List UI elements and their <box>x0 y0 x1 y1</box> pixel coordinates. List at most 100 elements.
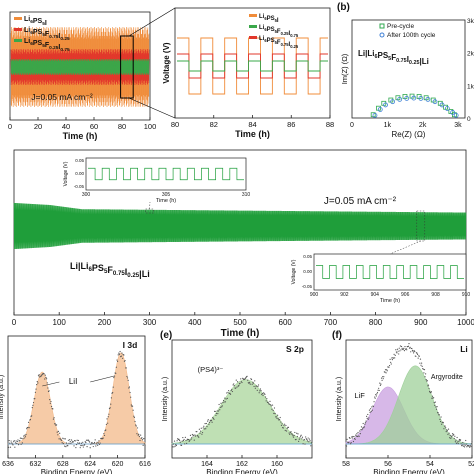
panel-f-data-point <box>380 383 382 385</box>
panel-d-data-point <box>117 354 119 356</box>
panel-d-data-point <box>138 435 140 438</box>
panel-f-data-point <box>385 372 387 374</box>
panel-b-xtick-label: 1k <box>384 122 392 129</box>
panel-d-data-point <box>94 439 96 441</box>
panel-d-data-point <box>64 438 66 440</box>
panel-f-data-point <box>403 350 406 352</box>
panel-f-data-point <box>415 355 417 357</box>
panel-a-zoom-legend-label: Li6PS5I <box>259 14 279 24</box>
panel-d-data-point <box>130 396 132 398</box>
panel-e-data-point <box>269 400 271 402</box>
panel-e-data-point <box>261 392 263 395</box>
panel-e-data-point <box>203 425 205 427</box>
panel-e-data-point <box>233 383 235 385</box>
panel-e-data-point <box>187 438 190 441</box>
panel-e-data-point <box>200 427 202 429</box>
panel-c-xtick-label: 800 <box>369 318 383 327</box>
panel-f-data-point <box>379 384 381 386</box>
panel-b-point <box>425 96 431 102</box>
panel-e-data-point <box>285 430 288 432</box>
panel-a-zoom-legend-swatch <box>249 25 257 28</box>
panel-d-data-point <box>36 384 38 386</box>
panel-f-label: (f) <box>332 330 342 341</box>
panel-d-data-point <box>38 374 40 376</box>
panel-e-data-point <box>278 419 281 421</box>
panel-e-data-point <box>310 445 312 447</box>
panel-d-data-point <box>75 446 77 449</box>
panel-e-data-point <box>299 435 302 437</box>
panel-d-data-point <box>63 438 65 440</box>
panel-e-data-point <box>196 431 198 433</box>
panel-d-ylabel: Intensity (a.u.) <box>0 375 5 419</box>
panel-d-data-point <box>21 442 23 444</box>
panel-f-data-point <box>395 349 397 351</box>
panel-d-data-point <box>115 366 117 368</box>
panel-f-data-point <box>453 433 455 435</box>
panel-b-point <box>439 102 445 108</box>
panel-e-data-point <box>221 406 223 408</box>
panel-d-data-point <box>98 443 101 445</box>
panel-d-data-point <box>23 437 25 439</box>
panel-e-data-point <box>252 382 255 384</box>
panel-e-data-point <box>222 402 224 404</box>
panel-d-data-point <box>11 443 13 445</box>
panel-f-data-point <box>421 365 423 367</box>
panel-e-xtick-label: 162 <box>236 461 248 468</box>
panel-d-data-point <box>9 446 12 448</box>
panel-e-data-point <box>212 417 214 420</box>
panel-d-data-point <box>46 382 48 384</box>
panel-e-data-point <box>266 398 268 400</box>
panel-f-data-point <box>393 353 395 355</box>
panel-f-data-point <box>434 404 436 406</box>
panel-e-data-point <box>194 435 197 437</box>
panel-f-data-point <box>386 370 388 372</box>
panel-f-data-point <box>372 405 375 408</box>
panel-f-data-point <box>406 349 408 351</box>
panel-f-data-point <box>354 438 356 440</box>
panel-f-data-point <box>376 391 379 394</box>
panel-e-data-point <box>204 422 206 425</box>
panel-e-data-point <box>296 435 298 438</box>
panel-d-data-point <box>130 404 132 406</box>
panel-f-data-point <box>351 436 353 438</box>
panel-f-data-point <box>345 444 347 446</box>
panel-d-data-point <box>19 437 22 439</box>
panel-d-data-point <box>126 375 128 378</box>
panel-f-data-point <box>411 347 413 350</box>
panel-f-data-point <box>429 390 431 393</box>
panel-e-data-point <box>241 381 243 384</box>
panel-e-data-point <box>226 397 228 399</box>
panel-f-data-point <box>357 431 359 434</box>
panel-b-point <box>390 99 396 105</box>
panel-f-data-point <box>370 408 372 410</box>
panel-d-data-point <box>9 442 11 444</box>
panel-c-xtick-label: 400 <box>188 318 202 327</box>
panel-f-data-point <box>364 422 367 424</box>
panel-d-xlabel: Binding Energy (eV) <box>41 468 113 474</box>
panel-d-data-point <box>45 376 47 379</box>
panel-e-data-point <box>301 436 304 438</box>
panel-e-data-point <box>221 405 223 407</box>
panel-f-data-point <box>463 443 465 445</box>
panel-e-data-point <box>307 437 309 439</box>
panel-e-data-point <box>180 444 183 446</box>
panel-c-inset-ytick-label: 0.05 <box>303 254 312 259</box>
panel-f-data-point <box>422 368 424 370</box>
panel-a-zoom-frame <box>174 7 331 119</box>
panel-f-xlabel: Binding Energy (eV) <box>373 468 445 474</box>
panel-f-data-point <box>368 409 371 411</box>
panel-c-xtick-label: 900 <box>414 318 428 327</box>
panel-e-data-point <box>179 441 181 443</box>
panel-c-inset-xtick-label: 305 <box>162 192 171 198</box>
panel-f-data-point <box>461 444 463 446</box>
panel-d-data-point <box>59 432 61 434</box>
panel-e-data-point <box>224 397 226 399</box>
panel-b-ytick-label: 2k <box>467 51 474 58</box>
panel-e-data-point <box>210 419 213 422</box>
panel-f-data-point <box>435 406 437 408</box>
panel-f-peak <box>345 365 473 445</box>
panel-f-peak-label: Argyrodite <box>431 374 463 381</box>
panel-d-data-point <box>131 405 134 407</box>
